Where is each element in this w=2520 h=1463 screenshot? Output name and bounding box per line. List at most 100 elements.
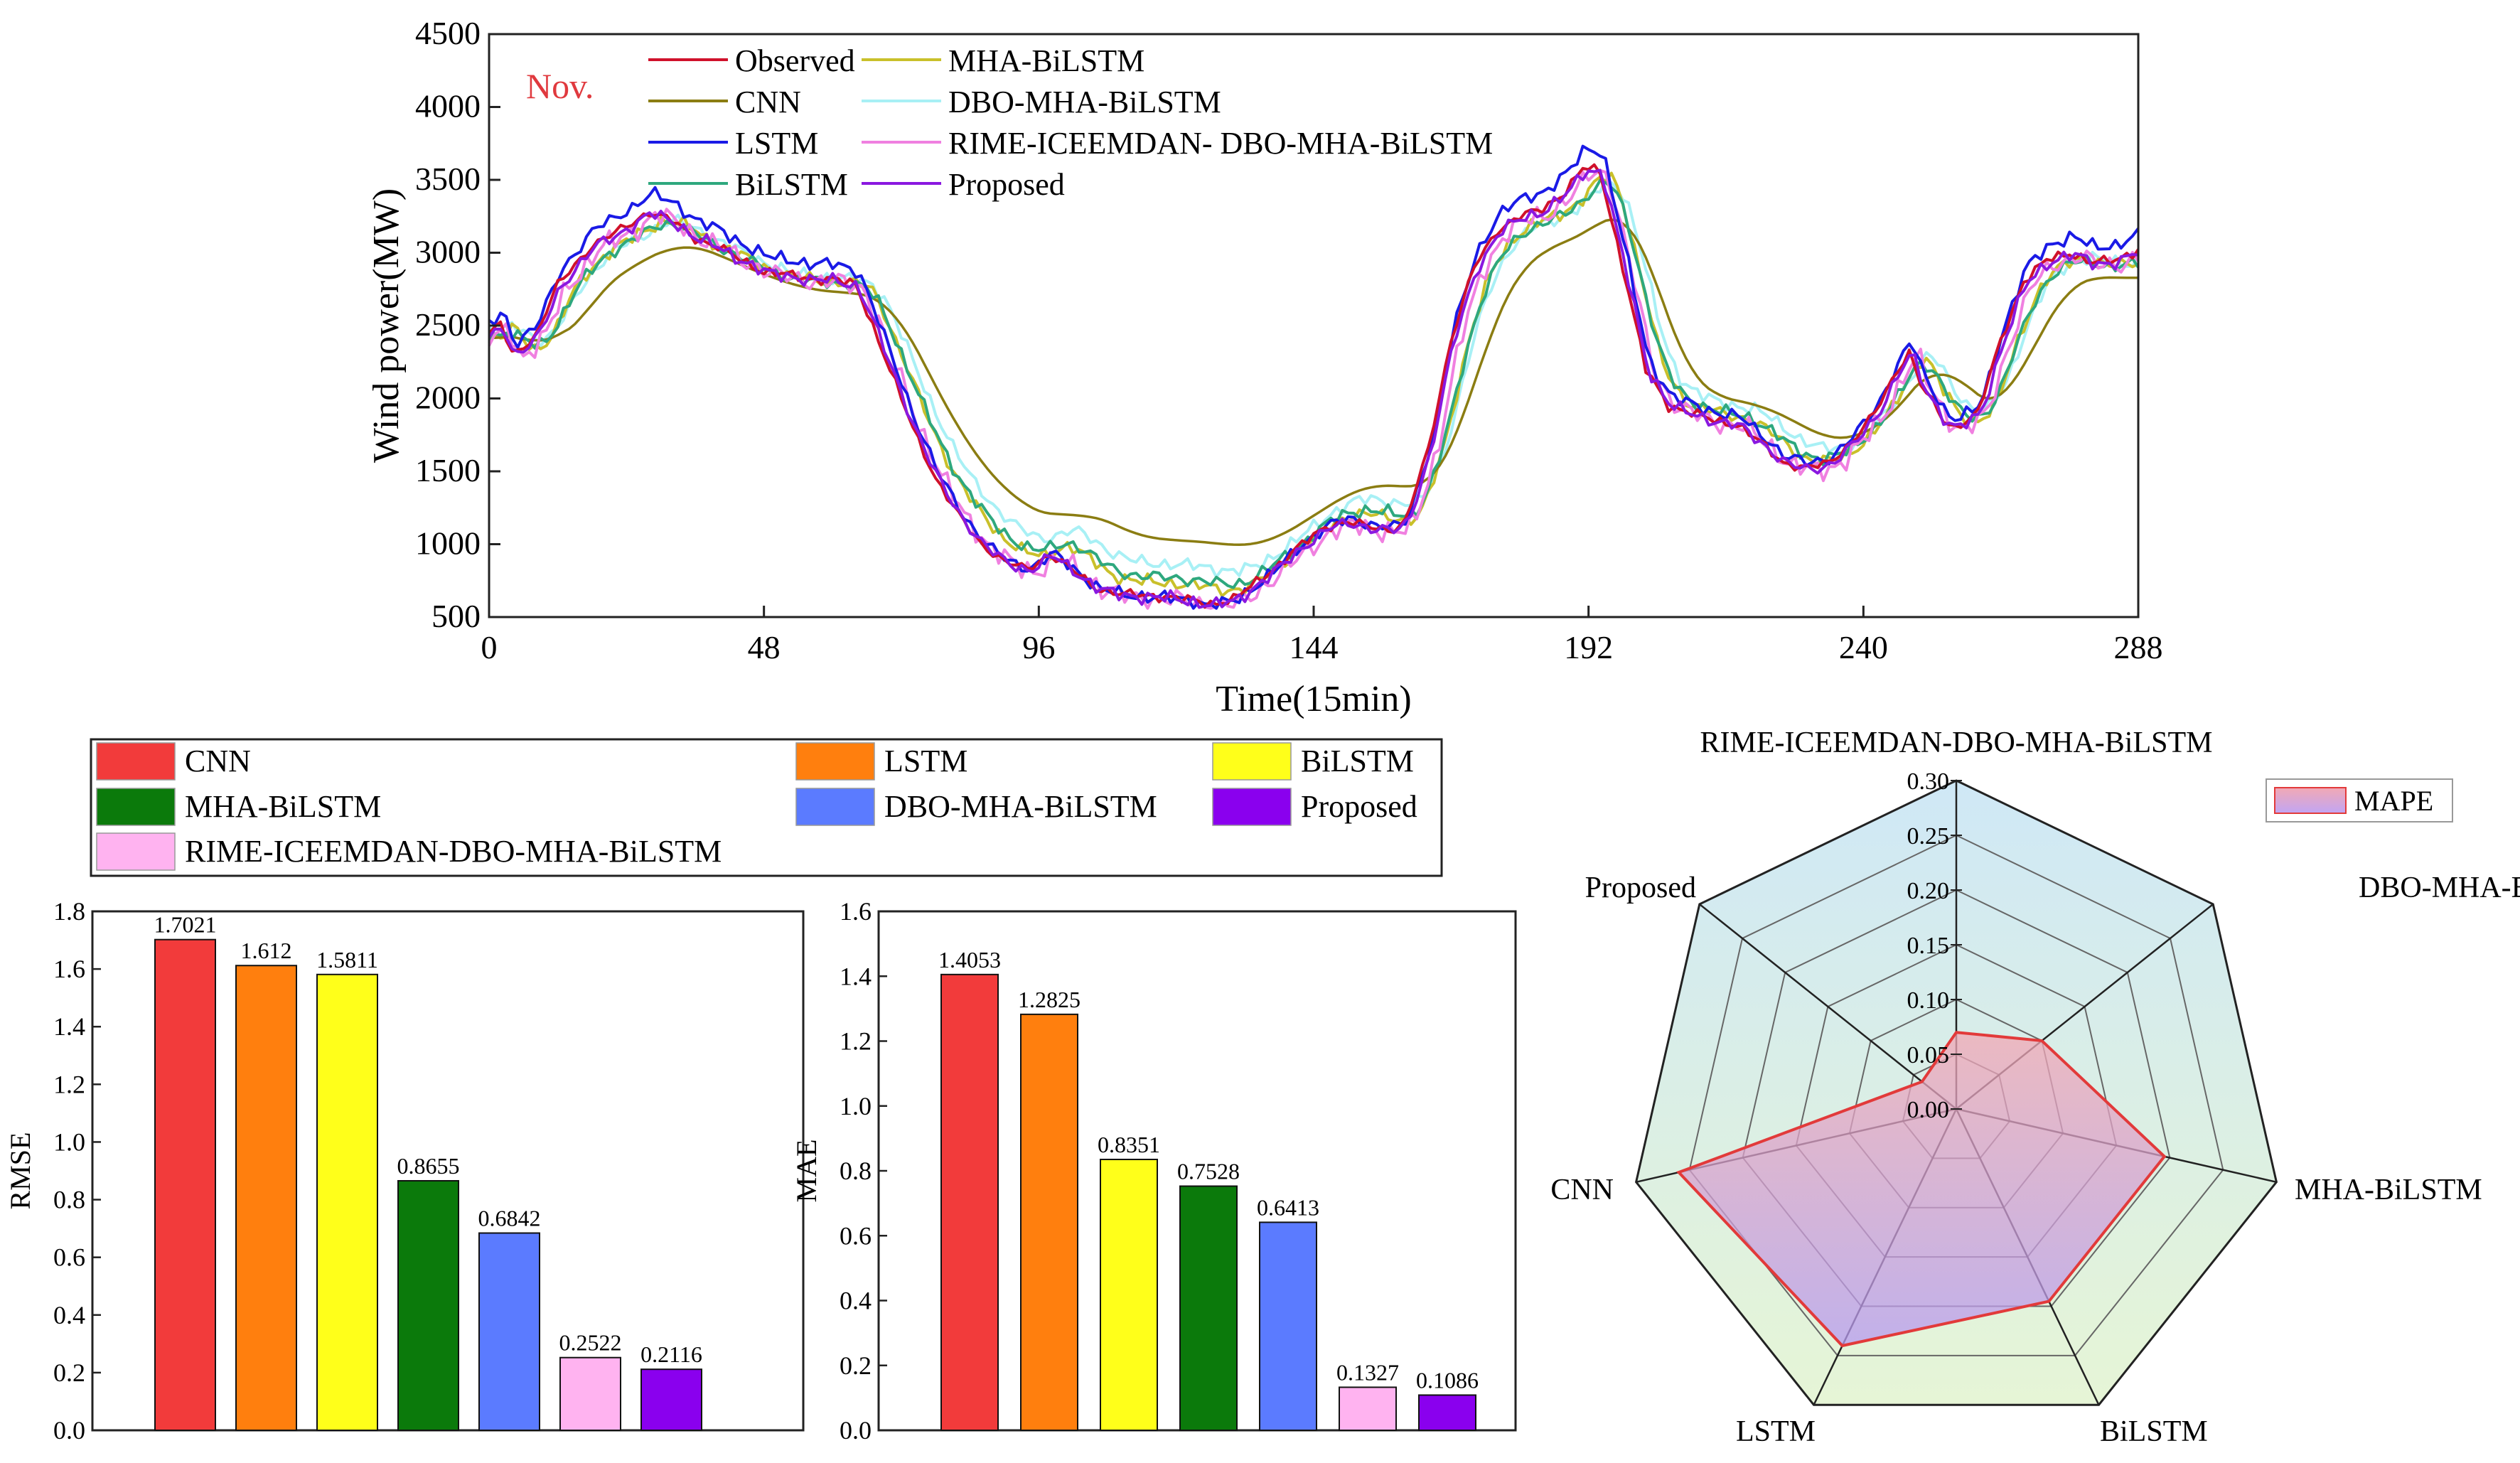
line-axes: 0 48 96 144 192 240 288 500 1000 1500 2000 2500 3000… <box>415 15 2163 665</box>
line-x-tick-label: 240 <box>1839 629 1888 665</box>
bar-y-tick-label: 1.2 <box>53 1070 85 1098</box>
line-x-tick-label: 288 <box>2114 629 2163 665</box>
line-plot-frame <box>488 33 2140 618</box>
radar-spoke <box>1699 903 1957 1110</box>
bar-y-tick-label: 0.2 <box>53 1358 85 1387</box>
line-x-axis-title: Time(15min) <box>1216 679 1411 719</box>
bar-value-label: 0.6842 <box>478 1206 541 1231</box>
radar-r-tick-label: 0.20 <box>1907 878 1950 904</box>
radar-legend-swatch <box>2274 787 2347 814</box>
radar-axis-label: DBO-MHA-BiLSTM <box>2359 872 2520 904</box>
line-legend: Observed CNN LSTM BiLSTM MHA-BiLSTM DBO-MHA-B… <box>648 43 1493 202</box>
bar-value-label: 0.8655 <box>397 1153 460 1179</box>
series-line-proposed <box>488 168 2139 609</box>
series-line-observed <box>488 163 2140 609</box>
radar-axis-label: Proposed <box>1585 872 1696 904</box>
bar-value-label: 1.5811 <box>316 947 378 972</box>
bar-legend-swatch <box>96 742 176 781</box>
legend-line-label: Proposed <box>948 167 1065 202</box>
bar-value-label: 0.8351 <box>1098 1132 1160 1157</box>
line-y-axis-title: Wind power(MW) <box>366 188 407 463</box>
radar-r-tick-label: 0.00 <box>1907 1097 1950 1123</box>
line-y-tick-label: 4500 <box>415 15 481 51</box>
bar-legend-label: CNN <box>185 744 251 778</box>
bar-y-tick-label: 0.8 <box>840 1157 872 1185</box>
legend-line-label: BiLSTM <box>735 167 848 202</box>
series-line-mha <box>488 171 2139 598</box>
line-y-tick-label: 1500 <box>415 452 481 488</box>
bar-mha-bilstm <box>397 1179 459 1432</box>
bar-y-tick-label: 1.0 <box>840 1092 872 1120</box>
bar-value-label: 0.1086 <box>1416 1367 1479 1393</box>
bar-legend-swatch <box>96 788 176 826</box>
radar-legend-frame <box>2266 778 2453 822</box>
bar-value-label: 0.2522 <box>559 1330 622 1356</box>
bar-value-label: 0.1327 <box>1336 1359 1399 1385</box>
bar-value-label: 0.6413 <box>1257 1194 1319 1220</box>
legend-line-label: LSTM <box>735 126 818 161</box>
bar-value-label: 1.4053 <box>938 947 1001 972</box>
bar-y-tick-label: 1.6 <box>840 897 872 926</box>
bar-cnn <box>154 938 216 1431</box>
bar-y-tick-label: 0.4 <box>840 1287 872 1315</box>
bar-legend-swatch <box>96 832 176 871</box>
rmse-bar-chart: RMSE 0.0 0.2 0.4 0.6 0.8 1.0 1.2 1.4 1.6 1.8 1.702… <box>4 897 805 1445</box>
bar-proposed <box>640 1368 702 1431</box>
line-x-tick-label: 192 <box>1564 629 1613 665</box>
bar-rime-iceemdan-dbo-mha-bilstm <box>1339 1386 1397 1431</box>
mae-y-axis-title: MAE <box>790 1140 822 1203</box>
bar-lstm <box>235 965 297 1431</box>
bar-value-label: 0.2116 <box>640 1341 702 1367</box>
bar-lstm <box>1020 1013 1078 1431</box>
bar-mha-bilstm <box>1179 1185 1238 1432</box>
line-series-group <box>488 144 2140 610</box>
series-line-rime <box>488 168 2140 610</box>
legend-line-label: RIME-ICEEMDAN- DBO-MHA-BiLSTM <box>948 126 1493 161</box>
radar-r-tick-label: 0.10 <box>1907 987 1950 1014</box>
bar-rime-iceemdan-dbo-mha-bilstm <box>559 1356 621 1431</box>
bar-legend-swatch <box>1212 742 1292 781</box>
bar-y-tick-label: 0.0 <box>53 1416 85 1445</box>
bar-y-tick-label: 1.2 <box>840 1027 872 1056</box>
bar-legend-label: RIME-ICEEMDAN-DBO-MHA-BiLSTM <box>185 834 722 869</box>
bar-value-label: 1.612 <box>241 938 292 963</box>
bar-legend-label: LSTM <box>884 744 967 778</box>
bar-legend-label: DBO-MHA-BiLSTM <box>884 789 1157 824</box>
legend-line-label: CNN <box>735 85 801 119</box>
bar-y-tick-label: 0.2 <box>840 1351 872 1380</box>
bar-legend: CNN LSTM BiLSTM MHA-BiLSTM DBO-MHA-BiLSTM Pro… <box>90 738 1443 877</box>
radar-mape-area <box>1676 1031 2167 1348</box>
radar-axis-label: BiLSTM <box>2100 1415 2208 1448</box>
bar-cnn <box>940 973 999 1432</box>
legend-line-label: DBO-MHA-BiLSTM <box>948 85 1221 119</box>
radar-grid-ring <box>1688 834 2224 1356</box>
radar-axis-label: MHA-BiLSTM <box>2295 1174 2482 1206</box>
radar-r-tick-label: 0.15 <box>1907 933 1950 959</box>
bar-legend-swatch <box>1212 788 1292 826</box>
line-y-tick-label: 2500 <box>415 306 481 343</box>
line-y-tick-label: 2000 <box>415 380 481 416</box>
radar-legend-label: MAPE <box>2354 785 2433 817</box>
bar-y-tick-label: 1.6 <box>53 955 85 983</box>
line-chart: 0 48 96 144 192 240 288 500 1000 1500 2000 2500 3000… <box>366 15 2163 719</box>
legend-line-label: MHA-BiLSTM <box>948 43 1144 78</box>
radar-axis-label: LSTM <box>1736 1415 1816 1448</box>
bar-legend-label: Proposed <box>1301 789 1417 824</box>
radar-r-tick-label: 0.05 <box>1907 1042 1950 1068</box>
bar-y-tick-label: 1.4 <box>840 962 872 990</box>
bar-y-tick-label: 0.4 <box>53 1301 85 1329</box>
bar-y-tick-label: 0.8 <box>53 1186 85 1214</box>
bar-y-tick-label: 1.0 <box>53 1127 85 1156</box>
bar-legend-frame <box>90 738 1443 877</box>
bar-y-tick-label: 1.4 <box>53 1012 85 1041</box>
line-y-tick-label: 500 <box>431 598 481 634</box>
bar-dbo-mha-bilstm <box>478 1232 540 1432</box>
line-x-tick-label: 96 <box>1022 629 1055 665</box>
bar-y-tick-label: 0.0 <box>840 1416 872 1445</box>
bar-legend-swatch <box>795 788 875 826</box>
bar-y-tick-label: 0.6 <box>53 1243 85 1272</box>
bar-legend-label: MHA-BiLSTM <box>185 789 381 824</box>
mae-bar-chart: MAE 0.0 0.2 0.4 0.6 0.8 1.0 1.2 1.4 1.6 1.4053 1.2… <box>790 897 1517 1445</box>
bar-value-label: 1.2825 <box>1018 987 1081 1012</box>
